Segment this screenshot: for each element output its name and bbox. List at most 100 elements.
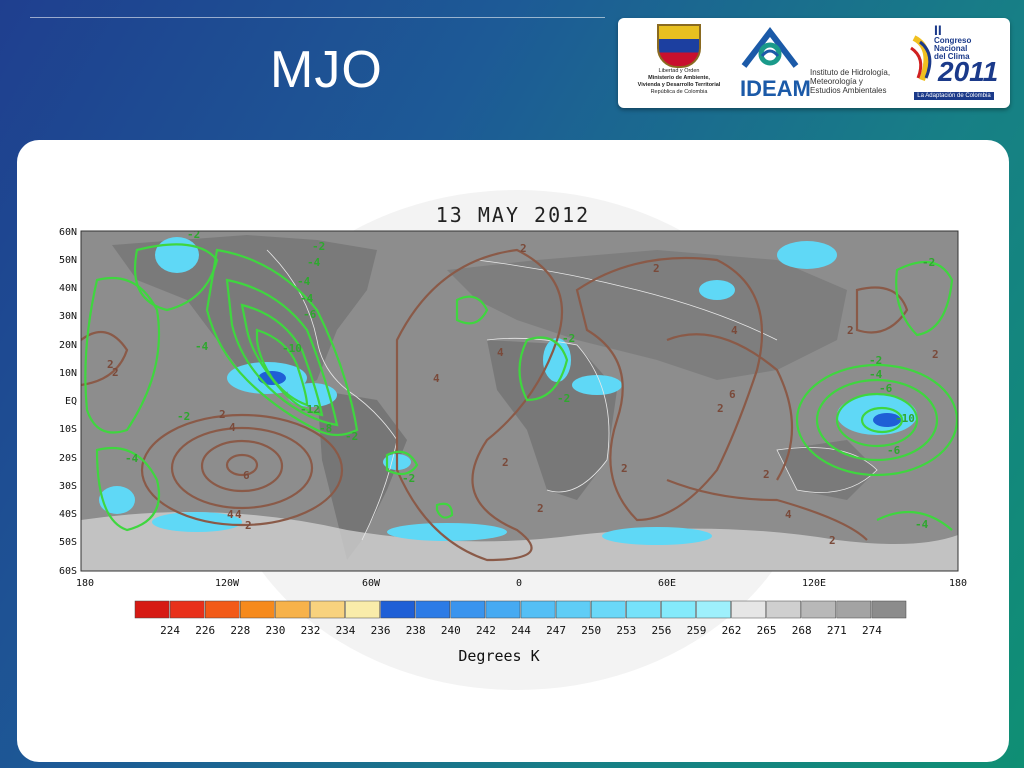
ideam-institute-name: Instituto de Hidrología, Meteorología y …: [810, 68, 906, 95]
colorbar-tick-label: 240: [441, 624, 461, 637]
lon-label: 120E: [802, 578, 826, 589]
colorbar-swatch: [134, 600, 170, 619]
ideam-line-3: Estudios Ambientales: [810, 86, 887, 95]
colorbar-tick-label: 253: [616, 624, 636, 637]
colorbar-tick-label: 244: [511, 624, 531, 637]
map-frame: [80, 230, 959, 572]
colorbar-tick-label: 250: [581, 624, 601, 637]
brown-contour-label: 2: [107, 358, 114, 371]
lat-label: 60N: [59, 227, 77, 238]
green-contour-label: -10: [895, 412, 915, 425]
lat-label: 30N: [59, 311, 77, 322]
green-contour-label: -2: [177, 410, 190, 423]
colorbar-swatch: [450, 600, 486, 619]
colorbar-swatch: [415, 600, 451, 619]
brown-contour-label: 2: [537, 502, 544, 515]
colorbar-tick-label: 234: [336, 624, 356, 637]
colombia-swoosh-icon: [910, 35, 932, 82]
colorbar-tick-label: 242: [476, 624, 496, 637]
brown-contour-label: 2: [245, 519, 252, 532]
congreso-line-1: Congreso: [934, 36, 972, 45]
lat-label: 50N: [59, 255, 77, 266]
brown-contour-label: 2: [112, 366, 119, 379]
colorbar-swatch: [836, 600, 872, 619]
brown-contours: [81, 248, 909, 562]
colorbar-tick-label: 256: [651, 624, 671, 637]
colorbar-swatch: [731, 600, 766, 619]
longitude-axis: 180 120W 60W 0 60E 120E 180: [76, 578, 967, 589]
colorbar-tick-label: 259: [687, 624, 707, 637]
green-contour-label: -2: [562, 332, 575, 345]
brown-contour-label: 4: [497, 346, 504, 359]
colorbar-swatch: [766, 600, 801, 619]
lat-label: 40S: [59, 509, 77, 520]
green-contour-label: -2: [557, 392, 570, 405]
green-contour-label: -4: [300, 292, 314, 305]
green-contour-label: -4: [195, 340, 209, 353]
colorbar: [134, 600, 907, 619]
green-contour-label: -2: [345, 430, 358, 443]
lon-label: 60W: [362, 578, 381, 589]
congreso-text: II Congreso Nacional del Clima: [934, 23, 972, 61]
brown-contour-label: 2: [717, 402, 724, 415]
green-contour-label: -2: [922, 256, 935, 269]
brown-contour-label: 2: [932, 348, 939, 361]
brown-contour-label: 2: [219, 408, 226, 421]
content-card: 13 MAY 2012: [17, 140, 1009, 762]
slide-title: MJO: [270, 41, 383, 99]
lat-label: 60S: [59, 566, 77, 577]
green-contour-label: -12: [300, 403, 320, 416]
brown-contour-label: 4: [227, 508, 234, 521]
brown-contour-label: 4: [229, 421, 236, 434]
colorbar-tick-label: 226: [195, 624, 215, 637]
coat-of-arms-icon: [657, 24, 701, 68]
lat-label: 20S: [59, 453, 77, 464]
ministry-line-4: República de Colombia: [650, 89, 708, 95]
green-contour-label: -4: [915, 518, 929, 531]
green-contour-label: -2: [869, 354, 882, 367]
colorbar-tick-label: 238: [406, 624, 426, 637]
lat-label: 10N: [59, 368, 77, 379]
mjo-olr-map: 13 MAY 2012: [59, 190, 967, 690]
brown-contour-label: 2: [520, 242, 527, 255]
colorbar-units-label: Degrees K: [458, 647, 539, 665]
latitude-axis: 60N 50N 40N 30N 20N 10N EQ 10S 20S 30S 4…: [59, 227, 77, 577]
brown-contour-label: 2: [829, 534, 836, 547]
southern-cloud-band: [81, 512, 958, 571]
colorbar-swatch: [204, 600, 240, 619]
brown-contour-label: 2: [502, 456, 509, 469]
colorbar-tick-label: 262: [722, 624, 742, 637]
map-plot-area: -2 -4 -4 -10 -12 -4 -6 -8 -2 -2 -2 -2 -4…: [81, 231, 958, 571]
brown-contour-label: 6: [729, 388, 736, 401]
congreso-line-3: del Clima: [934, 52, 970, 61]
colorbar-swatch: [240, 600, 275, 619]
colorbar-swatch: [801, 600, 837, 619]
colorbar-tick-label: 265: [757, 624, 777, 637]
colorbar-tick-label: 268: [792, 624, 812, 637]
colorbar-tick-label: 271: [827, 624, 847, 637]
congreso-clima-logo: II Congreso Nacional del Clima 2011 La A…: [908, 23, 1000, 104]
colorbar-swatch: [310, 600, 345, 619]
ministry-logo: Libertad y Orden Ministerio de Ambiente,…: [634, 22, 724, 106]
lat-label: 40N: [59, 283, 77, 294]
lat-label: 20N: [59, 340, 77, 351]
lon-label: 180: [76, 578, 94, 589]
colorbar-swatch: [696, 600, 731, 619]
australia-land: [777, 440, 877, 500]
ministry-line-3: Vivienda y Desarrollo Territorial: [637, 82, 721, 88]
lon-label: 120W: [215, 578, 240, 589]
green-contour-label: -4: [869, 368, 883, 381]
colorbar-swatch: [871, 600, 907, 619]
congreso-year: 2011: [938, 56, 999, 87]
colorbar-labels: 224 226 228 230 232 234 236 238 240 242 244 247 250 2…: [160, 624, 882, 637]
lon-label: 180: [949, 578, 967, 589]
green-contour-label: -6: [879, 382, 893, 395]
brown-contour-label: 4: [433, 372, 440, 385]
brown-contour-label: 2: [621, 462, 628, 475]
colorbar-tick-label: 232: [301, 624, 321, 637]
green-contour-label: -8: [319, 422, 332, 435]
brown-contour-label: 4: [235, 508, 242, 521]
ideam-line-1: Instituto de Hidrología,: [810, 68, 891, 77]
green-contour-label: -4: [125, 452, 139, 465]
brown-contour-label: 2: [653, 262, 660, 275]
